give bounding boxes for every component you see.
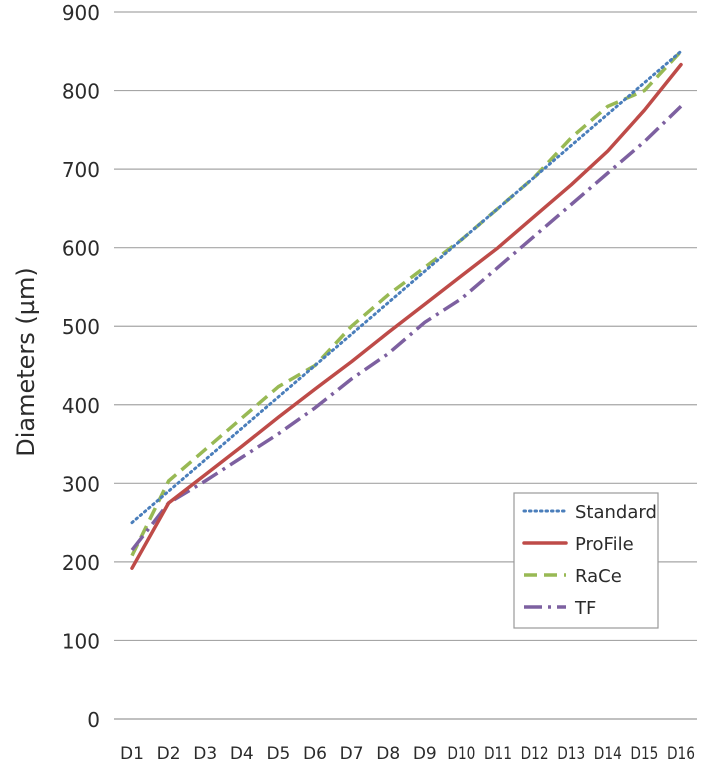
y-tick-label: 800 xyxy=(62,80,100,104)
x-tick-label: D14 xyxy=(594,744,622,764)
y-tick-label: 400 xyxy=(62,394,100,418)
x-tick-label: D13 xyxy=(557,744,585,764)
series-line-tf xyxy=(130,105,683,552)
x-tick-label: D12 xyxy=(521,744,549,764)
legend-label-standard: Standard xyxy=(575,502,657,523)
y-tick-labels: 0 100 200 300 400 500 600 700 800 900 xyxy=(62,1,100,732)
x-tick-label: D9 xyxy=(413,744,437,764)
x-tick-label: D16 xyxy=(667,744,695,764)
x-tick-labels: D1 D2 D3 D4 D5 D6 D7 D8 D9 D10 D11 D12 D13 D14 D15 D16 xyxy=(120,744,695,764)
y-axis-label: Diameters (µm) xyxy=(12,267,40,457)
y-tick-label: 900 xyxy=(62,1,100,25)
series-line-standard xyxy=(130,49,683,525)
legend-label-race: RaCe xyxy=(575,566,622,587)
x-tick-label: D7 xyxy=(340,744,364,764)
series-line-profile xyxy=(130,62,683,570)
x-tick-label: D4 xyxy=(230,744,254,764)
x-tick-label: D3 xyxy=(193,744,217,764)
x-tick-label: D8 xyxy=(376,744,400,764)
y-tick-label: 300 xyxy=(62,472,100,496)
x-tick-label: D2 xyxy=(157,744,181,764)
x-tick-label: D1 xyxy=(120,744,144,764)
x-tick-label: D6 xyxy=(303,744,327,764)
grid-lines xyxy=(114,11,697,642)
y-tick-label: 0 xyxy=(87,708,100,732)
legend: Standard ProFile RaCe TF xyxy=(513,492,659,629)
y-tick-label: 600 xyxy=(62,237,100,261)
legend-label-profile: ProFile xyxy=(575,534,634,555)
y-tick-label: 500 xyxy=(62,315,100,339)
x-tick-label: D5 xyxy=(266,744,290,764)
x-tick-label: D15 xyxy=(630,744,658,764)
series-line-race xyxy=(130,50,683,557)
x-tick-label: D10 xyxy=(447,744,475,764)
legend-label-tf: TF xyxy=(574,598,596,619)
y-tick-label: 200 xyxy=(62,551,100,575)
y-tick-label: 700 xyxy=(62,158,100,182)
x-tick-label: D11 xyxy=(484,744,512,764)
y-tick-label: 100 xyxy=(62,629,100,653)
series-lines xyxy=(130,49,683,570)
